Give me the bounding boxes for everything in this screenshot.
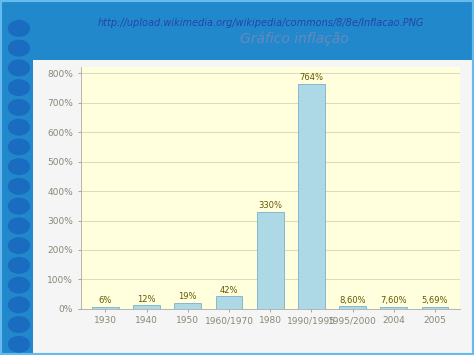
Bar [133, 305, 160, 309]
Bar [216, 296, 242, 309]
Text: 7,60%: 7,60% [381, 296, 407, 305]
Bar [257, 212, 283, 309]
Text: 764%: 764% [300, 73, 323, 82]
Text: http://upload.wikimedia.org/wikipedia/commons/8/8e/Inflacao.PNG: http://upload.wikimedia.org/wikipedia/co… [98, 18, 424, 28]
Bar [92, 307, 118, 309]
Bar [422, 307, 448, 309]
Text: 19%: 19% [179, 293, 197, 301]
Text: 8,60%: 8,60% [339, 296, 366, 305]
Bar [298, 84, 325, 309]
Text: 330%: 330% [258, 201, 282, 210]
Text: Gráfico inflação: Gráfico inflação [239, 32, 348, 46]
Bar [174, 303, 201, 309]
Text: 5,69%: 5,69% [422, 296, 448, 305]
Text: 12%: 12% [137, 295, 156, 304]
Text: 42%: 42% [220, 286, 238, 295]
Text: 6%: 6% [99, 296, 112, 305]
Bar [339, 306, 366, 309]
Bar [381, 307, 407, 309]
